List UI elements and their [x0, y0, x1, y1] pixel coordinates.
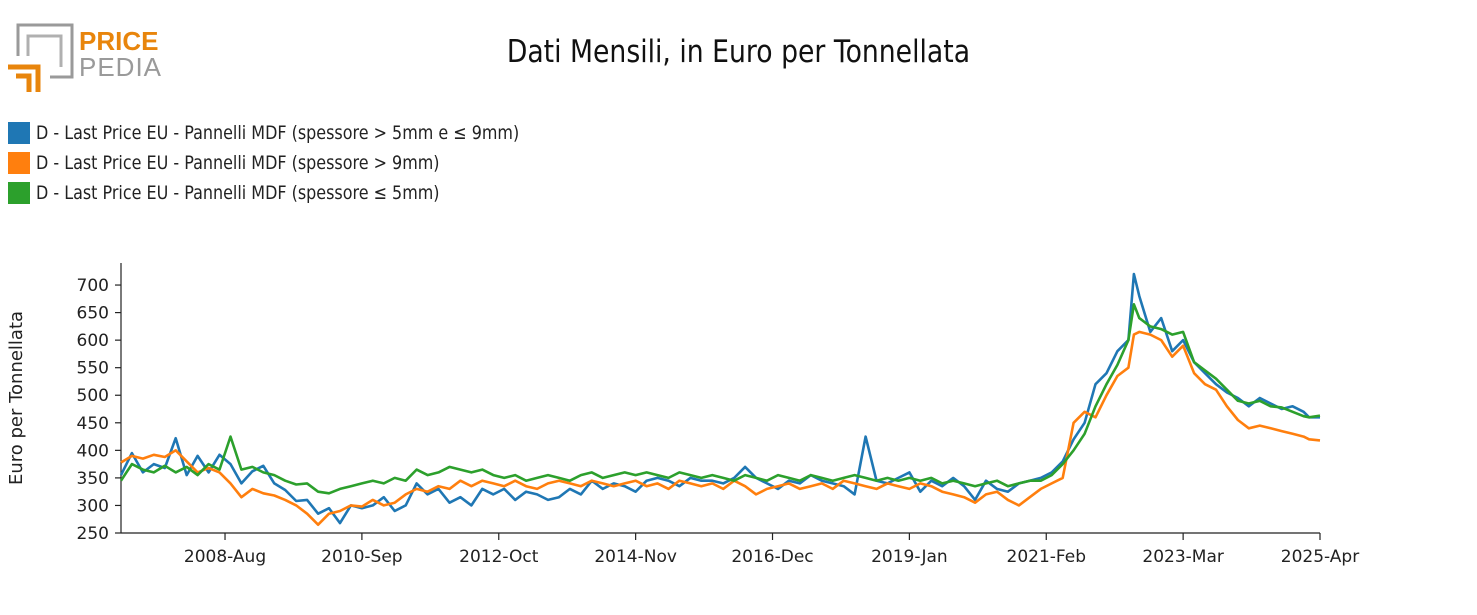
x-tick-label: 2019-Jan [871, 547, 948, 567]
x-tick-label: 2021-Feb [1007, 547, 1087, 567]
x-tick-label: 2010-Sep [321, 547, 402, 567]
y-axis: 250 300 350 400 450 500 550 600 650 700 [77, 263, 122, 544]
y-tick-label: 550 [77, 359, 109, 379]
x-tick-label: 2012-Oct [459, 547, 539, 567]
y-axis-label: Euro per Tonnellata [6, 311, 27, 485]
y-tick-label: 450 [77, 414, 109, 434]
x-tick-label: 2025-Apr [1281, 547, 1359, 567]
y-tick-label: 400 [77, 441, 109, 461]
chart-title: Dati Mensili, in Euro per Tonnellata [506, 34, 971, 70]
y-tick-label: 500 [77, 386, 109, 406]
legend-swatch-series-1 [8, 122, 30, 144]
x-axis: 2008-Aug 2010-Sep 2012-Oct 2014-Nov 2016-Dec… [121, 532, 1359, 567]
y-tick-label: 650 [77, 304, 109, 324]
logo-text-price: PRICE [79, 26, 158, 56]
x-tick-label: 2016-Dec [731, 547, 813, 567]
legend-label-series-3: D - Last Price EU - Pannelli MDF (spesso… [36, 182, 440, 204]
series-lines [119, 272, 1321, 526]
series-line-1 [119, 272, 1320, 525]
logo-gray-bracket [16, 23, 74, 79]
pricepedia-logo: PRICE PEDIA [8, 23, 162, 92]
y-tick-label: 600 [77, 331, 109, 351]
y-tick-label: 350 [77, 469, 109, 489]
y-tick-label: 250 [77, 524, 109, 544]
logo-orange-bracket [8, 64, 41, 92]
x-tick-label: 2023-Mar [1142, 547, 1223, 567]
series-line-2 [120, 330, 1321, 526]
legend-swatch-series-3 [8, 182, 30, 204]
x-tick-label: 2008-Aug [184, 547, 266, 567]
x-tick-label: 2014-Nov [594, 547, 677, 567]
legend-label-series-2: D - Last Price EU - Pannelli MDF (spesso… [36, 152, 440, 174]
y-tick-label: 300 [77, 496, 109, 516]
legend-item-series-1[interactable]: D - Last Price EU - Pannelli MDF (spesso… [8, 118, 611, 148]
series-line-3 [119, 303, 1321, 495]
logo-gray-bracket-inner [26, 34, 63, 67]
legend-item-series-3[interactable]: D - Last Price EU - Pannelli MDF (spesso… [8, 178, 611, 208]
legend-item-series-2[interactable]: D - Last Price EU - Pannelli MDF (spesso… [8, 148, 611, 178]
y-tick-label: 700 [77, 276, 109, 296]
logo-orange-bracket-inner [16, 73, 32, 92]
legend-swatch-series-2 [8, 152, 30, 174]
logo-text-pedia: PEDIA [79, 52, 162, 82]
legend: D - Last Price EU - Pannelli MDF (spesso… [8, 118, 611, 208]
legend-label-series-1: D - Last Price EU - Pannelli MDF (spesso… [36, 122, 520, 144]
